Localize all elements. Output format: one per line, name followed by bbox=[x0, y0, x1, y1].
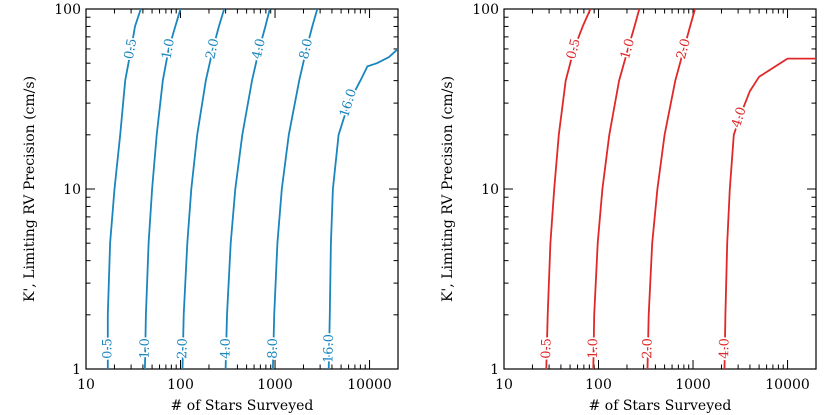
contour-line-2-0 bbox=[646, 9, 696, 369]
contour-label-2-0: 2.0 bbox=[674, 37, 694, 61]
plot-frame bbox=[503, 8, 817, 370]
contour-label-2-0: 2.0 bbox=[203, 37, 222, 60]
contour-line-4-0 bbox=[723, 57, 816, 369]
contour-lines bbox=[106, 9, 398, 369]
contour-label-16-0: 16.0 bbox=[321, 334, 337, 363]
x-tick-label: 100 bbox=[167, 377, 194, 393]
x-tick-label: 10000 bbox=[347, 377, 392, 393]
contour-line-16-0 bbox=[327, 48, 398, 369]
y-tick-label: 1 bbox=[72, 362, 81, 378]
y-tick-label: 100 bbox=[472, 2, 499, 18]
y-tick-label: 10 bbox=[481, 182, 499, 198]
contour-label-0-5: 0.5 bbox=[122, 37, 141, 60]
contour-label-2-0: 2.0 bbox=[175, 338, 190, 359]
contour-line-4-0 bbox=[224, 9, 271, 369]
x-tick-label: 10 bbox=[77, 377, 95, 393]
contour-label-4-0: 4.0 bbox=[218, 338, 234, 359]
contour-label-1-0: 1.0 bbox=[159, 37, 178, 60]
contour-label-1-0: 1.0 bbox=[586, 338, 601, 359]
x-axis-title: # of Stars Surveyed bbox=[171, 398, 314, 414]
x-tick-label: 10000 bbox=[765, 377, 810, 393]
contour-label-0-5: 0.5 bbox=[564, 37, 584, 61]
contour-line-8-0 bbox=[272, 9, 319, 369]
x-tick-label: 100 bbox=[585, 377, 612, 393]
plot-frame bbox=[85, 8, 399, 370]
contour-line-2-0 bbox=[181, 9, 226, 369]
x-axis-title: # of Stars Surveyed bbox=[589, 398, 732, 414]
contour-line-1-0 bbox=[592, 9, 641, 369]
contour-label-8-0: 8.0 bbox=[297, 37, 316, 61]
contour-label-0-5: 0.5 bbox=[539, 338, 555, 359]
contour-lines bbox=[545, 9, 816, 369]
contour-label-1-0: 1.0 bbox=[618, 37, 638, 61]
y-tick-label: 1 bbox=[490, 362, 499, 378]
contour-label-8-0: 8.0 bbox=[266, 338, 281, 359]
x-tick-label: 1000 bbox=[257, 377, 293, 393]
contour-line-0-5 bbox=[106, 9, 142, 369]
contour-line-0-5 bbox=[545, 9, 592, 369]
contour-label-4-0: 4.0 bbox=[729, 105, 750, 129]
y-axis-title: K', Limiting RV Precision (cm/s) bbox=[22, 76, 38, 302]
contour-label-4-0: 4.0 bbox=[717, 338, 732, 359]
contour-line-1-0 bbox=[144, 9, 182, 369]
contour-label-0-5: 0.5 bbox=[100, 338, 115, 359]
contour-label-4-0: 4.0 bbox=[250, 37, 269, 61]
y-axis-title: K', Limiting RV Precision (cm/s) bbox=[440, 76, 456, 302]
contour-label-1-0: 1.0 bbox=[138, 338, 153, 359]
x-tick-label: 10 bbox=[495, 377, 513, 393]
contour-label-2-0: 2.0 bbox=[640, 338, 655, 359]
y-tick-label: 10 bbox=[63, 182, 81, 198]
y-tick-label: 100 bbox=[54, 2, 81, 18]
x-tick-label: 1000 bbox=[675, 377, 711, 393]
contour-label-16-0: 16.0 bbox=[337, 87, 360, 119]
